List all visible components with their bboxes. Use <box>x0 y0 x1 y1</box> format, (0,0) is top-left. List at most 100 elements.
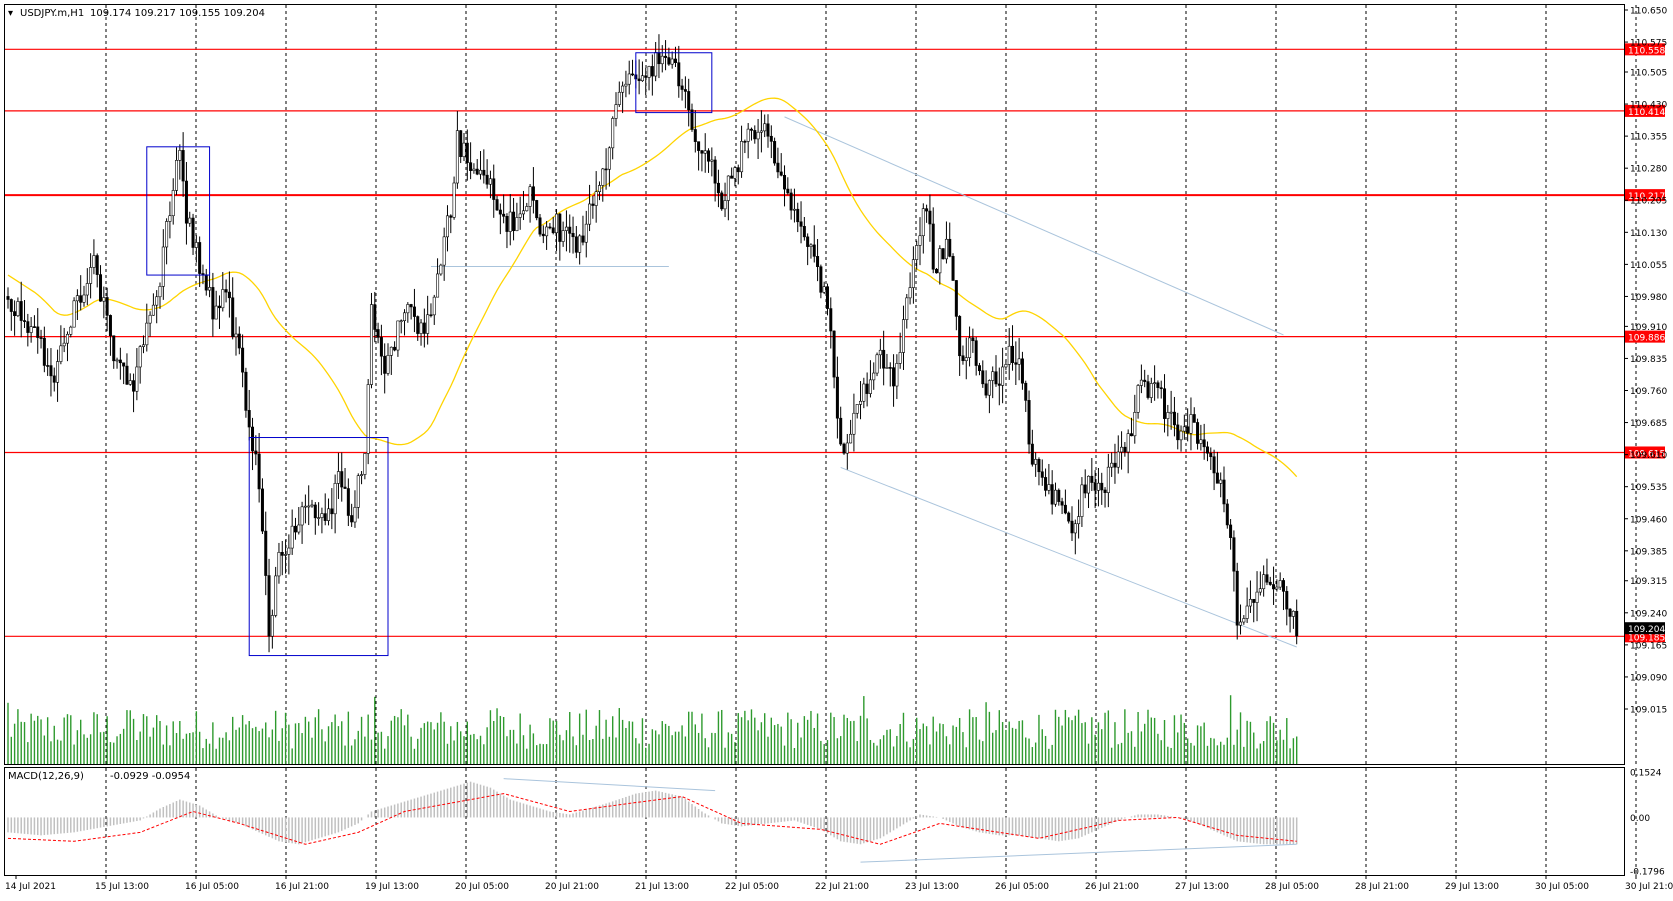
candle-body <box>895 363 899 387</box>
candle-body <box>452 182 456 218</box>
x-tick-label: 26 Jul 21:00 <box>1085 882 1139 892</box>
candle-body <box>561 230 565 242</box>
candle-body <box>1215 472 1219 484</box>
candle-body <box>303 505 307 508</box>
candle-body <box>607 147 611 170</box>
candle-body <box>270 615 274 637</box>
candle-body <box>403 312 407 322</box>
candle-body <box>888 367 892 369</box>
candle-body <box>330 508 334 515</box>
candle-body <box>921 208 925 237</box>
y-tick-label: 109.240 <box>1630 609 1667 619</box>
y-tick-label: 110.280 <box>1630 165 1667 175</box>
horizontal-levels: 110.558 110.414 110.217 109.886 109.615 109.1… <box>5 43 1665 643</box>
candle-body <box>313 504 317 519</box>
candle-body <box>1103 489 1107 493</box>
candle-body <box>977 365 981 372</box>
candle-body <box>439 264 443 275</box>
x-tick-label: 15 Jul 13:00 <box>95 882 149 892</box>
candle-body <box>769 135 773 142</box>
candle-body <box>502 213 506 217</box>
candle-body <box>145 322 149 346</box>
y-tick-label: 109.315 <box>1630 577 1667 587</box>
x-tick-label: 16 Jul 21:00 <box>275 882 329 892</box>
candle-body <box>356 475 360 508</box>
candle-body <box>984 383 988 396</box>
candle-body <box>1205 446 1209 454</box>
candle-body <box>664 55 668 58</box>
candle-body <box>287 547 291 555</box>
candle-body <box>746 128 750 142</box>
trendline <box>784 116 1284 336</box>
y-tick-label: 109.385 <box>1630 547 1667 557</box>
candle-body <box>257 453 261 490</box>
candle-body <box>736 167 740 173</box>
candle-body <box>865 383 869 394</box>
candle-body <box>194 242 198 248</box>
x-tick-label: 22 Jul 21:00 <box>815 882 869 892</box>
candle-body <box>657 52 661 65</box>
macd-y-tick-label: 0.00 <box>1630 814 1650 824</box>
candle-body <box>521 210 525 215</box>
y-tick-label: 109.610 <box>1630 451 1667 461</box>
candle-body <box>1149 383 1153 398</box>
macd-signal-line <box>7 793 1297 845</box>
candle-body <box>442 236 446 266</box>
candle-body <box>422 322 426 334</box>
candle-body <box>469 162 473 171</box>
candle-body <box>52 375 56 383</box>
candle-body <box>905 297 909 320</box>
candle-body <box>627 73 631 85</box>
candle-body <box>713 159 717 184</box>
candle-body <box>1229 524 1233 538</box>
candle-body <box>961 355 965 362</box>
y-tick-label: 109.760 <box>1630 387 1667 397</box>
candle-body <box>545 226 549 237</box>
candle-body <box>1291 610 1295 617</box>
candle-body <box>931 223 935 270</box>
candle-body <box>535 200 539 219</box>
candle-body <box>92 255 96 268</box>
candle-body <box>1172 411 1176 426</box>
candle-body <box>151 304 155 316</box>
candle-body <box>541 233 545 237</box>
candle-body <box>819 266 823 293</box>
candle-body <box>756 131 760 140</box>
candle-body <box>1179 430 1183 441</box>
x-tick-label: 26 Jul 05:00 <box>995 882 1049 892</box>
y-tick-label: 109.835 <box>1630 355 1667 365</box>
candle-body <box>1265 574 1269 583</box>
candle-body <box>1001 366 1005 386</box>
candle-body <box>65 334 69 344</box>
candle-body <box>1255 591 1259 603</box>
candle-body <box>974 340 978 366</box>
candle-body <box>1176 424 1180 441</box>
candle-body <box>118 359 122 364</box>
candle-body <box>538 217 542 235</box>
zone-box <box>146 146 211 276</box>
candle-body <box>716 182 720 194</box>
candle-body <box>581 235 585 243</box>
candle-body <box>237 333 241 349</box>
candle-body <box>310 504 314 507</box>
candle-body <box>1262 574 1266 590</box>
candle-body <box>650 66 654 77</box>
candle-body <box>360 474 364 476</box>
candle-body <box>350 515 354 523</box>
candle-body <box>1017 358 1021 365</box>
candle-body <box>574 236 578 253</box>
candle-body <box>743 141 747 143</box>
candle-body <box>1166 412 1170 419</box>
candle-body <box>812 244 816 257</box>
candle-body <box>792 208 796 211</box>
candle-body <box>892 367 896 387</box>
candle-body <box>1153 382 1157 385</box>
candle-body <box>1007 345 1011 365</box>
candle-body <box>455 130 459 184</box>
candle-body <box>181 150 185 182</box>
candle-body <box>624 83 628 87</box>
candle-body <box>677 62 681 87</box>
candle-body <box>918 235 922 246</box>
dropdown-triangle-icon[interactable]: ▾ <box>8 8 13 19</box>
